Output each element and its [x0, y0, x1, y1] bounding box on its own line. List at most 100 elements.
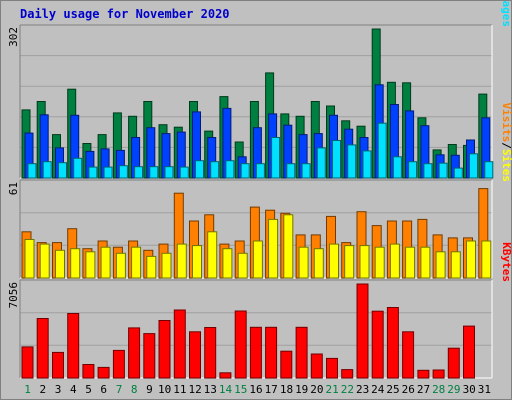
bar-kbytes-day-28: [432, 369, 445, 379]
x-tick-label-day-13: 13: [204, 383, 217, 396]
bar-sites-day-27: [420, 246, 431, 279]
bar-sites-day-18: [283, 214, 294, 279]
bar-pages-day-24: [377, 122, 387, 179]
x-tick-label-day-10: 10: [158, 383, 171, 396]
bar-sites-day-19: [298, 246, 309, 279]
x-tick-label-day-29: 29: [447, 383, 460, 396]
bar-sites-day-30: [466, 240, 476, 279]
bar-kbytes-day-9: [143, 333, 156, 379]
bar-sites-day-1: [24, 239, 35, 279]
bar-sites-day-6: [100, 246, 111, 279]
x-tick-label-day-27: 27: [417, 383, 430, 396]
bar-pages-day-29: [453, 167, 463, 179]
bar-kbytes-day-14: [219, 372, 232, 379]
bar-pages-day-5: [88, 166, 98, 179]
bar-kbytes-day-19: [295, 326, 308, 379]
bar-pages-day-11: [179, 166, 189, 179]
bar-pages-day-23: [362, 150, 372, 179]
x-tick-label-day-12: 12: [188, 383, 201, 396]
x-tick-label-day-2: 2: [39, 383, 46, 396]
bar-kbytes-day-8: [128, 327, 141, 379]
x-tick-label-day-8: 8: [131, 383, 138, 396]
bar-sites-day-3: [55, 249, 65, 279]
bar-pages-day-20: [316, 147, 326, 179]
bar-sites-day-20: [313, 248, 324, 279]
bar-sites-day-8: [131, 246, 142, 279]
panel-visitors-legend: Visits/Sites: [500, 103, 512, 183]
x-tick-label-day-15: 15: [234, 383, 247, 396]
bar-pages-day-18: [286, 163, 296, 179]
bar-sites-day-26: [405, 246, 416, 279]
bar-kbytes-day-12: [189, 331, 201, 379]
bar-pages-day-17: [271, 137, 281, 179]
bar-pages-day-30: [469, 153, 478, 179]
bar-pages-day-3: [58, 162, 67, 179]
x-tick-label-day-26: 26: [402, 383, 415, 396]
x-tick-label-day-21: 21: [325, 383, 338, 396]
bar-kbytes-day-7: [112, 349, 125, 379]
bar-sites-day-29: [450, 251, 461, 279]
bar-kbytes-day-2: [36, 318, 49, 379]
bar-pages-day-26: [408, 161, 418, 179]
bar-kbytes-day-30: [463, 325, 475, 379]
bar-pages-day-6: [103, 166, 113, 179]
x-tick-label-day-7: 7: [116, 383, 123, 396]
bar-pages-day-31: [484, 161, 494, 179]
bar-sites-day-5: [85, 251, 96, 279]
bar-sites-day-21: [329, 243, 339, 279]
x-tick-label-day-17: 17: [265, 383, 278, 396]
bar-pages-day-4: [73, 157, 83, 179]
bar-kbytes-day-10: [158, 320, 171, 379]
bar-pages-day-1: [27, 163, 37, 179]
bar-sites-day-17: [268, 218, 279, 279]
x-tick-label-day-23: 23: [356, 383, 369, 396]
bar-kbytes-day-23: [356, 283, 369, 379]
bar-pages-day-12: [195, 160, 204, 179]
bar-sites-day-9: [146, 255, 157, 279]
bar-kbytes-day-22: [341, 369, 354, 379]
bar-kbytes-day-26: [402, 331, 415, 379]
bar-kbytes-day-18: [280, 350, 293, 379]
bar-pages-day-10: [164, 166, 174, 179]
bar-kbytes-day-1: [21, 346, 34, 379]
panel-visitors-ymax-label: 61: [7, 182, 20, 195]
legend-kbytes: KBytes: [500, 242, 512, 282]
x-tick-label-day-11: 11: [173, 383, 186, 396]
bar-pages-day-27: [423, 163, 433, 179]
bar-sites-day-16: [252, 240, 263, 279]
bar-pages-day-2: [42, 161, 52, 179]
x-tick-label-day-14: 14: [219, 383, 233, 396]
bar-sites-day-28: [435, 251, 446, 279]
x-tick-label-day-5: 5: [85, 383, 92, 396]
bar-pages-day-16: [255, 163, 265, 179]
bar-pages-day-25: [392, 156, 402, 179]
bar-sites-day-13: [207, 231, 218, 279]
bar-kbytes-day-5: [82, 364, 95, 379]
bar-kbytes-day-25: [386, 307, 399, 379]
bar-kbytes-day-24: [371, 310, 384, 379]
bar-sites-day-14: [222, 248, 233, 279]
bar-pages-day-7: [118, 165, 128, 179]
bar-pages-day-21: [332, 140, 341, 179]
bar-sites-day-7: [115, 252, 126, 279]
chart-title: Daily usage for November 2020: [20, 7, 230, 21]
bar-pages-day-14: [225, 160, 235, 179]
bar-kbytes-day-4: [67, 313, 80, 379]
x-tick-label-day-18: 18: [280, 383, 293, 396]
bar-sites-day-4: [70, 248, 81, 279]
bar-pages-day-19: [301, 163, 311, 179]
bar-sites-day-12: [192, 245, 202, 279]
panel-requests-ymax-label: 302: [7, 27, 20, 47]
bar-sites-day-24: [374, 246, 385, 279]
bar-kbytes-day-17: [265, 326, 278, 379]
x-tick-label-day-1: 1: [24, 383, 31, 396]
legend-visits: Visits: [500, 103, 512, 143]
bar-kbytes-day-6: [97, 366, 110, 379]
bar-sites-day-31: [481, 240, 492, 279]
x-tick-label-day-6: 6: [100, 383, 107, 396]
x-tick-label-day-16: 16: [249, 383, 262, 396]
bar-sites-day-10: [161, 252, 172, 279]
bar-sites-day-22: [344, 245, 355, 279]
x-tick-label-day-19: 19: [295, 383, 308, 396]
